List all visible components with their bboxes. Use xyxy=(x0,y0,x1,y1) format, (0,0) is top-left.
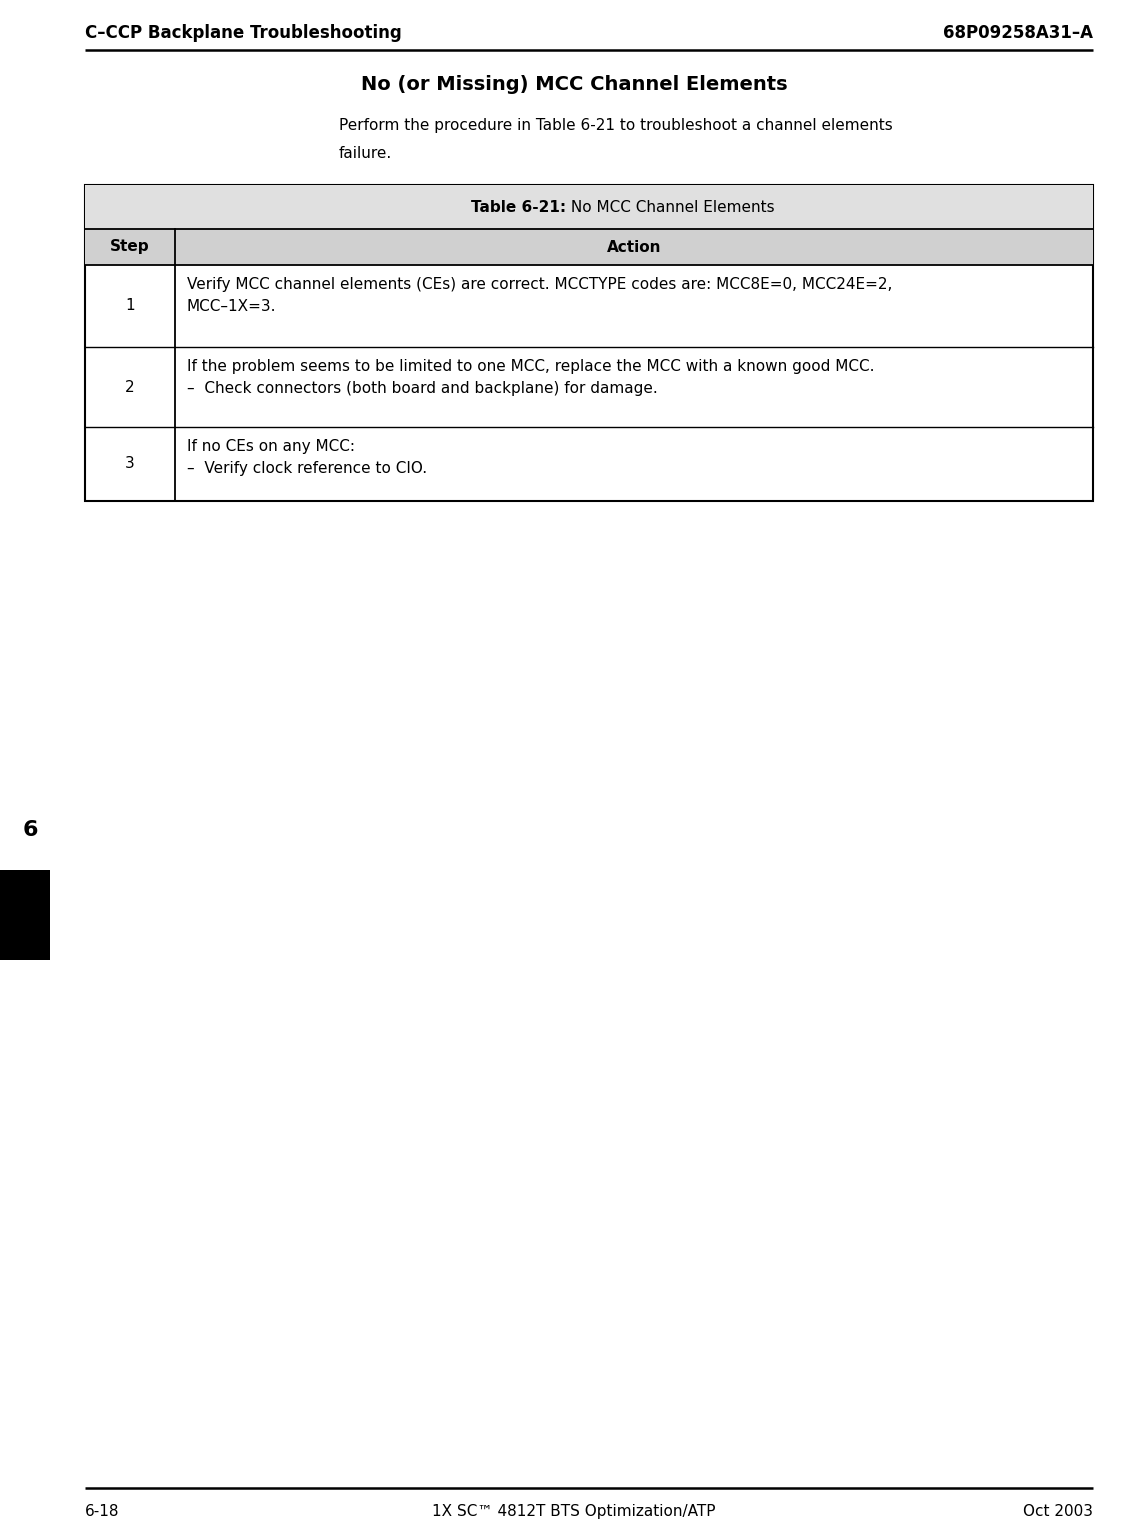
Text: Verify MCC channel elements (CEs) are correct. MCCTYPE codes are: MCC8E=0, MCC24: Verify MCC channel elements (CEs) are co… xyxy=(187,277,892,293)
Text: Table 6-21:: Table 6-21: xyxy=(471,200,566,214)
Text: No (or Missing) MCC Channel Elements: No (or Missing) MCC Channel Elements xyxy=(360,75,788,94)
Bar xyxy=(0,870,51,959)
Text: Oct 2003: Oct 2003 xyxy=(1023,1505,1093,1518)
Text: If no CEs on any MCC:: If no CEs on any MCC: xyxy=(187,439,355,454)
Bar xyxy=(85,185,1093,229)
Bar xyxy=(85,185,1093,500)
Text: 68P09258A31–A: 68P09258A31–A xyxy=(943,25,1093,42)
Text: Step: Step xyxy=(110,240,149,254)
Text: Action: Action xyxy=(607,240,661,254)
Text: –  Verify clock reference to CIO.: – Verify clock reference to CIO. xyxy=(187,460,427,476)
Text: 1: 1 xyxy=(125,299,134,314)
Text: 1X SC™ 4812T BTS Optimization/ATP: 1X SC™ 4812T BTS Optimization/ATP xyxy=(433,1505,715,1518)
Text: If the problem seems to be limited to one MCC, replace the MCC with a known good: If the problem seems to be limited to on… xyxy=(187,359,875,374)
Bar xyxy=(85,229,1093,265)
Text: MCC–1X=3.: MCC–1X=3. xyxy=(187,299,277,314)
Text: No MCC Channel Elements: No MCC Channel Elements xyxy=(566,200,775,214)
Text: C–CCP Backplane Troubleshooting: C–CCP Backplane Troubleshooting xyxy=(85,25,402,42)
Text: Perform the procedure in Table 6-21 to troubleshoot a channel elements: Perform the procedure in Table 6-21 to t… xyxy=(339,119,892,132)
Text: 2: 2 xyxy=(125,379,134,394)
Text: 3: 3 xyxy=(125,456,134,471)
Text: –  Check connectors (both board and backplane) for damage.: – Check connectors (both board and backp… xyxy=(187,380,658,396)
Text: 6: 6 xyxy=(22,819,38,839)
Text: failure.: failure. xyxy=(339,146,391,162)
Text: 6-18: 6-18 xyxy=(85,1505,119,1518)
